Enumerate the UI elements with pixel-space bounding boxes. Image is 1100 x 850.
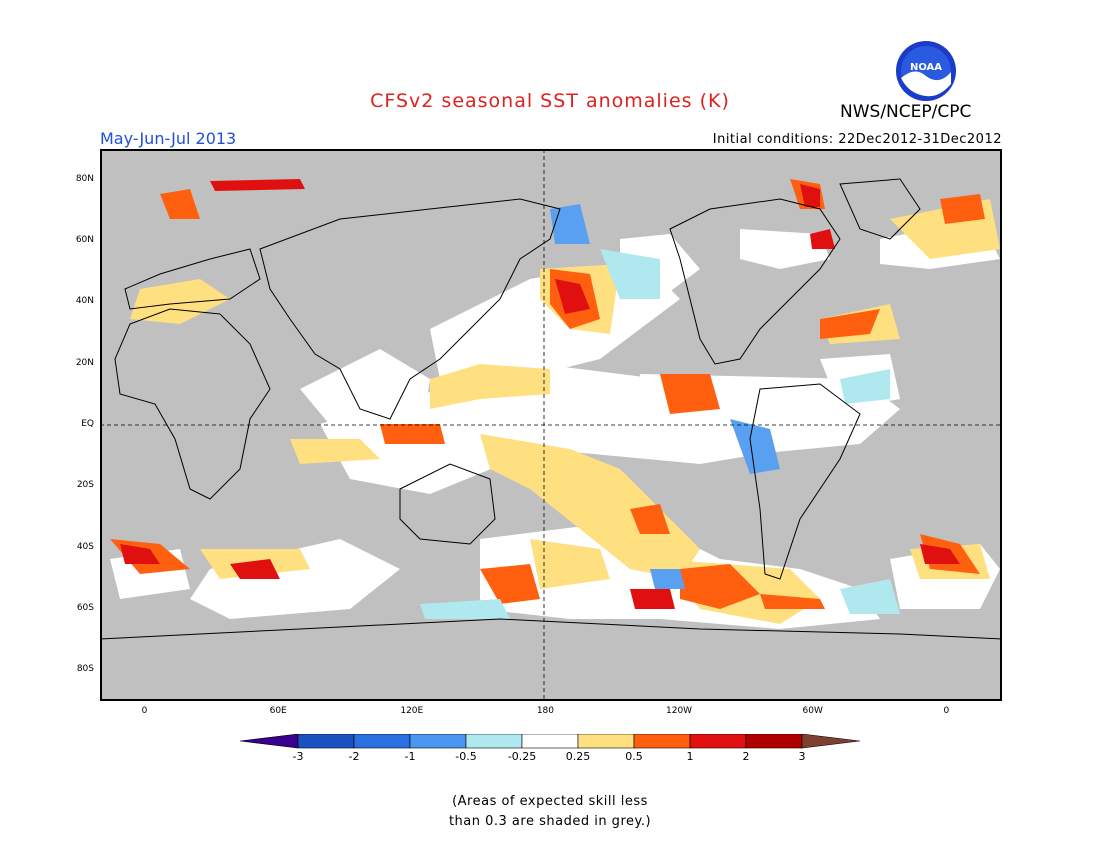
lon-label: 60W: [802, 706, 823, 716]
noaa-logo: NOAA: [896, 41, 956, 101]
warm-strong-areas: [120, 179, 960, 609]
colorbar-bin: [577, 734, 635, 749]
colorbar-bin: [297, 734, 355, 749]
colorbar: [240, 734, 860, 749]
footnote-line-1: (Areas of expected skill less: [452, 794, 648, 809]
colorbar-bin: [689, 734, 747, 749]
colorbar-end-low: [240, 734, 299, 749]
colorbar-end-high: [801, 734, 860, 749]
lat-label: 40S: [76, 541, 94, 552]
footnote-line-2: than 0.3 are shaded in grey.): [448, 814, 652, 829]
lon-label: 0: [141, 706, 148, 716]
map-frame: [100, 149, 1002, 701]
lat-label: 80N: [75, 173, 94, 184]
colorbar-tick-label: -1: [404, 750, 416, 763]
lat-label: 20S: [76, 480, 94, 491]
colorbar-bin: [521, 734, 579, 749]
colorbar-tick-label: -3: [292, 750, 304, 763]
agency-label: NWS/NCEP/CPC: [840, 102, 972, 122]
logo-text: NOAA: [910, 62, 942, 73]
colorbar-tick-label: 2: [742, 750, 750, 763]
season-label: May-Jun-Jul 2013: [100, 129, 237, 148]
lat-label: 20N: [75, 357, 94, 368]
colorbar-tick-label: 1: [686, 750, 694, 763]
colorbar-tick-label: -2: [348, 750, 360, 763]
lon-label: 120E: [400, 706, 424, 716]
colorbar-bin: [465, 734, 523, 749]
lat-label: 60S: [76, 603, 94, 613]
chart-title: CFSv2 seasonal SST anomalies (K): [370, 90, 730, 112]
colorbar-bin: [633, 734, 691, 749]
cool-areas: [420, 204, 900, 619]
colorbar-tick-label: 3: [798, 750, 806, 763]
sst-anomaly-map: [100, 149, 1002, 701]
footnote: (Areas of expected skill less than 0.3 a…: [0, 792, 1100, 832]
lon-label: 180: [536, 706, 555, 716]
colorbar-bin: [409, 734, 467, 749]
initial-conditions-label: Initial conditions: 22Dec2012-31Dec2012: [712, 132, 1002, 147]
lat-label: 60N: [75, 235, 94, 245]
lat-label: 40N: [75, 296, 94, 307]
lon-label: 120W: [666, 706, 693, 716]
continent-outlines: [100, 178, 1002, 640]
lat-label: 80S: [76, 664, 94, 675]
colorbar-tick-label: -0.5: [455, 750, 477, 763]
colorbar-bin: [745, 734, 803, 749]
lon-label: 0: [943, 706, 950, 716]
lat-label: EQ: [81, 419, 94, 429]
colorbar-tick-label: -0.25: [507, 750, 537, 763]
colorbar-tick-label: 0.25: [565, 750, 591, 763]
colorbar-bin: [353, 734, 411, 749]
colorbar-tick-label: 0.5: [625, 750, 643, 763]
lon-label: 60E: [269, 706, 287, 716]
